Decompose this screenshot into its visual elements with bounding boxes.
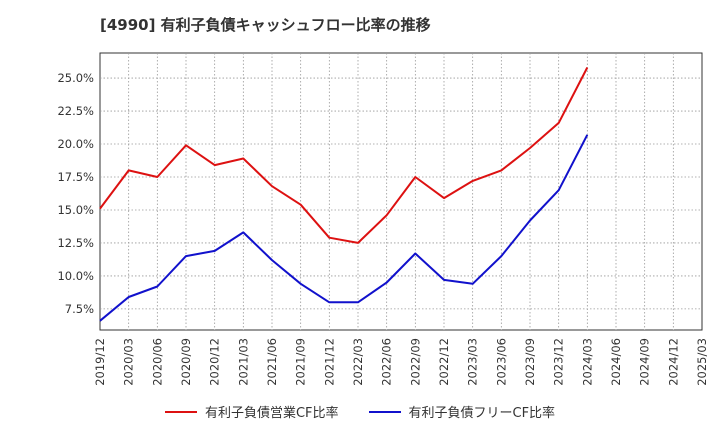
x-tick-label: 2021/12 <box>322 338 336 386</box>
x-tick-label: 2023/12 <box>552 338 566 386</box>
x-tick-label: 2022/09 <box>408 338 422 386</box>
x-tick-label: 2024/06 <box>609 338 623 386</box>
plot-area <box>99 52 703 331</box>
chart-title: [4990] 有利子負債キャッシュフロー比率の推移 <box>100 16 431 34</box>
x-tick-label: 2023/03 <box>466 338 480 386</box>
x-tick-label: 2019/12 <box>93 338 107 386</box>
x-tick-label: 2023/06 <box>494 338 508 386</box>
y-tick-label: 10.0% <box>57 269 94 283</box>
x-axis-ticks: 2019/12 2020/03 2020/06 2020/09 2020/12 2021/… <box>93 338 709 386</box>
x-tick-label: 2021/09 <box>294 338 308 386</box>
x-tick-label: 2022/12 <box>437 338 451 386</box>
x-tick-label: 2024/09 <box>638 338 652 386</box>
x-tick-label: 2022/06 <box>380 338 394 386</box>
grid-lines <box>100 53 702 330</box>
x-tick-label: 2020/12 <box>208 338 222 386</box>
x-tick-label: 2023/09 <box>523 338 537 386</box>
x-tick-label: 2021/06 <box>265 338 279 386</box>
y-tick-label: 17.5% <box>57 170 94 184</box>
x-tick-label: 2022/03 <box>351 338 365 386</box>
y-tick-label: 22.5% <box>57 104 94 118</box>
series-line-2 <box>99 134 589 322</box>
x-tick-label: 2020/03 <box>122 338 136 386</box>
series-line-1 <box>99 67 589 244</box>
y-axis-ticks: 7.5% 10.0% 12.5% 15.0% 17.5% 20.0% 22.5% 25.0% <box>57 71 94 316</box>
legend-label-operating-cf: 有利子負債営業CF比率 <box>204 406 339 421</box>
x-tick-label: 2025/03 <box>695 338 709 386</box>
legend-label-free-cf: 有利子負債フリーCF比率 <box>408 406 556 421</box>
y-tick-label: 15.0% <box>57 203 94 217</box>
y-tick-label: 25.0% <box>57 71 94 85</box>
y-tick-label: 12.5% <box>57 236 94 250</box>
x-tick-label: 2024/12 <box>666 338 680 386</box>
series-lines <box>99 67 589 322</box>
x-tick-label: 2020/09 <box>179 338 193 386</box>
legend-item-operating-cf: 有利子負債営業CF比率 <box>164 402 339 421</box>
legend-swatch-free-cf <box>368 410 401 413</box>
legend-item-free-cf: 有利子負債フリーCF比率 <box>368 402 556 421</box>
y-tick-label: 20.0% <box>57 137 94 151</box>
y-tick-label: 7.5% <box>65 302 94 316</box>
x-tick-label: 2020/06 <box>150 338 164 386</box>
legend: 有利子負債営業CF比率 有利子負債フリーCF比率 <box>0 402 720 421</box>
x-tick-label: 2021/03 <box>236 338 250 386</box>
legend-swatch-operating-cf <box>164 410 197 413</box>
x-tick-label: 2024/03 <box>580 338 594 386</box>
